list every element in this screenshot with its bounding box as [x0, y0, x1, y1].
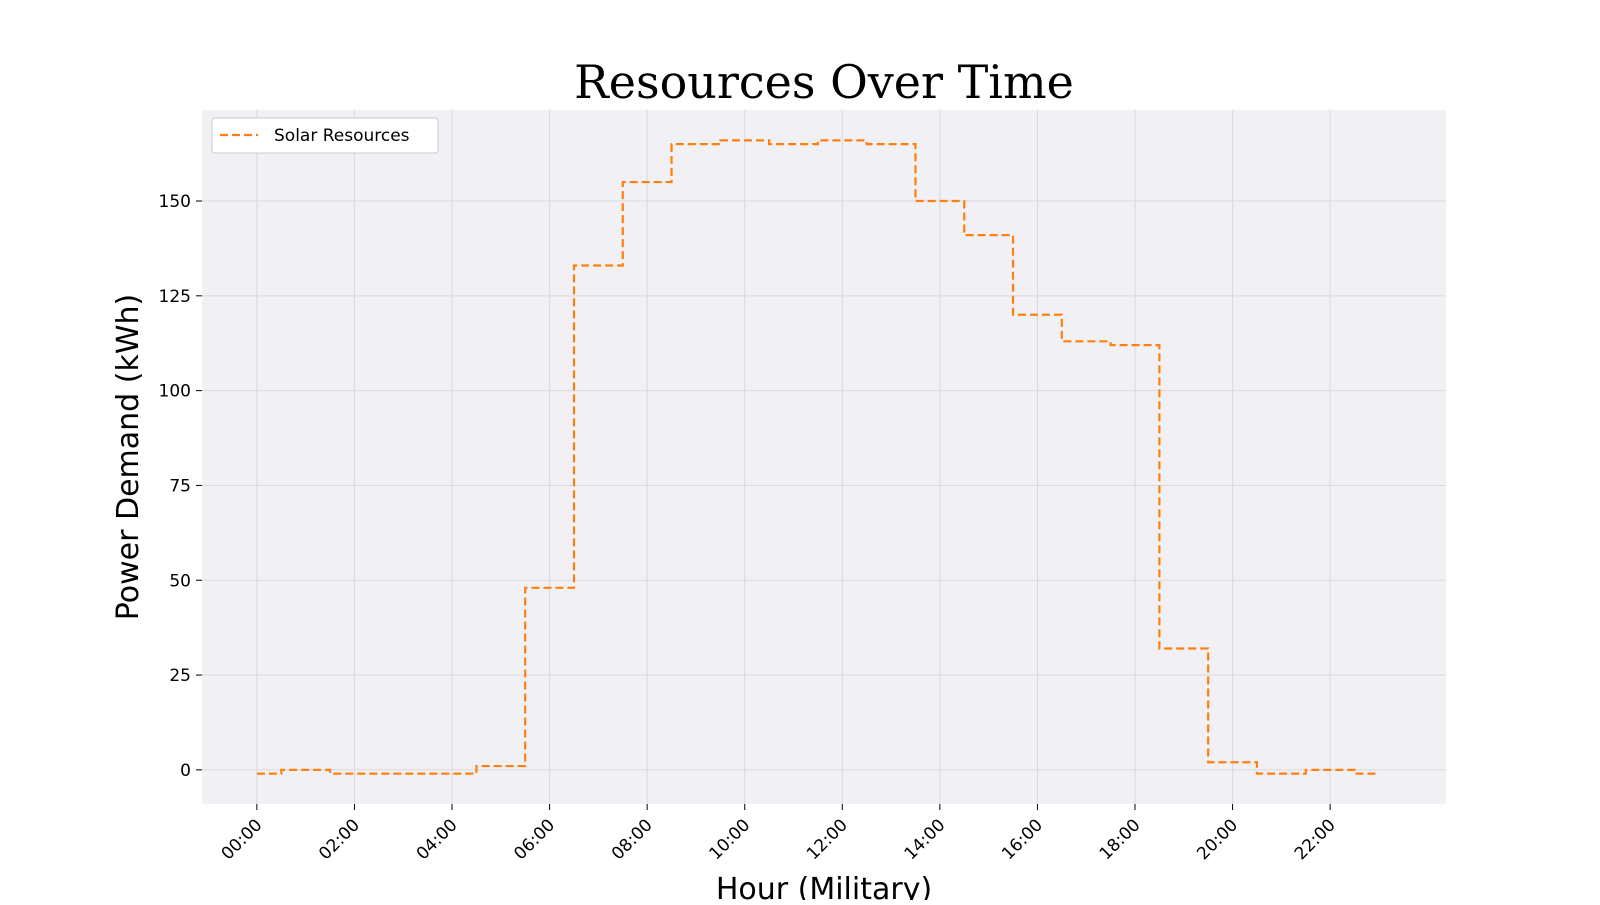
series-line-solar-resources — [256, 139, 1379, 775]
x-axis-ticks: 00:00 02:00 04:00 06:00 08:00 10:00 12:00 14:00… — [218, 804, 1340, 864]
x-tick-label: 00:00 — [218, 815, 267, 864]
x-tick-label: 06:00 — [510, 815, 559, 864]
x-tick-label: 04:00 — [413, 815, 462, 864]
y-tick-label: 75 — [169, 476, 191, 496]
y-tick-label: 150 — [159, 192, 191, 212]
x-tick-label: 20:00 — [1193, 815, 1242, 864]
y-axis-label: Power Demand (kWh) — [111, 294, 146, 620]
legend-box — [211, 117, 439, 154]
x-tick-label: 10:00 — [705, 815, 754, 864]
x-tick-label: 12:00 — [803, 815, 852, 864]
y-axis-ticks: 0 25 50 75 100 125 150 — [159, 192, 202, 781]
x-tick-label: 14:00 — [901, 815, 950, 864]
chart-title: Resources Over Time — [574, 55, 1074, 109]
x-tick-label: 18:00 — [1096, 815, 1145, 864]
x-axis-label: Hour (Military) — [716, 872, 932, 900]
y-tick-label: 50 — [169, 571, 191, 591]
series-layer — [256, 139, 1379, 775]
grid-lines — [202, 110, 1446, 804]
x-tick-label: 08:00 — [608, 815, 657, 864]
y-tick-label: 25 — [169, 666, 191, 686]
plot-background — [202, 110, 1446, 804]
y-tick-label: 100 — [159, 382, 191, 402]
x-tick-label: 16:00 — [998, 815, 1047, 864]
x-tick-label: 02:00 — [315, 815, 364, 864]
legend-entry-solar-resources: Solar Resources — [274, 126, 410, 146]
y-tick-label: 125 — [159, 287, 191, 307]
y-tick-label: 0 — [180, 761, 191, 781]
legend: Solar Resources — [211, 117, 439, 154]
x-tick-label: 22:00 — [1291, 815, 1340, 864]
